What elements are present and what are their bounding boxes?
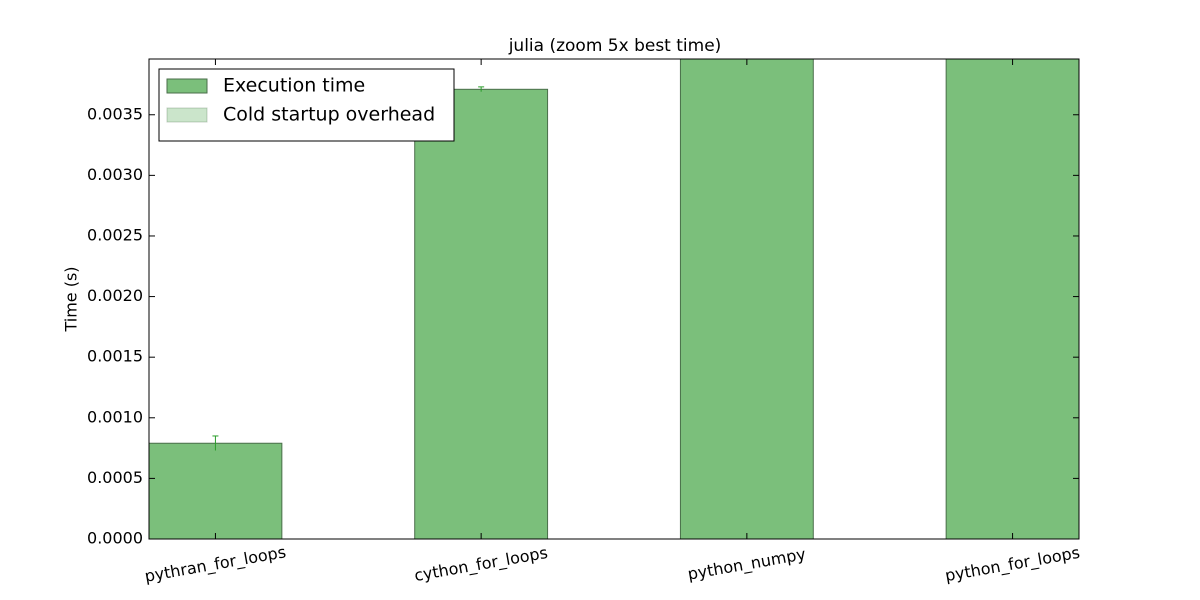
y-tick-label: 0.0010 xyxy=(87,407,143,426)
y-tick-label: 0.0035 xyxy=(87,104,143,123)
bar xyxy=(414,88,549,539)
y-axis-label: Time (s) xyxy=(62,266,81,332)
legend-swatch xyxy=(166,107,208,123)
bar xyxy=(945,59,1079,539)
x-tick-label: pythran_for_loops xyxy=(143,542,287,587)
legend-box xyxy=(158,68,455,142)
plot-frame xyxy=(148,58,1080,540)
legend-label: Execution time xyxy=(223,75,365,97)
y-tick-label: 0.0000 xyxy=(87,529,143,548)
bar xyxy=(149,442,283,539)
x-tick-label: cython_for_loops xyxy=(413,543,550,586)
plot-area xyxy=(149,59,1079,539)
y-tick-label: 0.0005 xyxy=(87,468,143,487)
y-tick-label: 0.0020 xyxy=(87,286,143,305)
chart-title: julia (zoom 5x best time) xyxy=(508,36,722,56)
y-tick-label: 0.0030 xyxy=(87,165,143,184)
legend-swatch xyxy=(166,78,208,94)
y-tick-label: 0.0015 xyxy=(87,347,143,366)
x-tick-label: python_for_loops xyxy=(944,543,1082,586)
legend-label: Cold startup overhead xyxy=(223,104,435,126)
x-tick-label: python_numpy xyxy=(686,544,807,584)
y-tick-label: 0.0025 xyxy=(87,225,143,244)
bar xyxy=(679,59,814,539)
